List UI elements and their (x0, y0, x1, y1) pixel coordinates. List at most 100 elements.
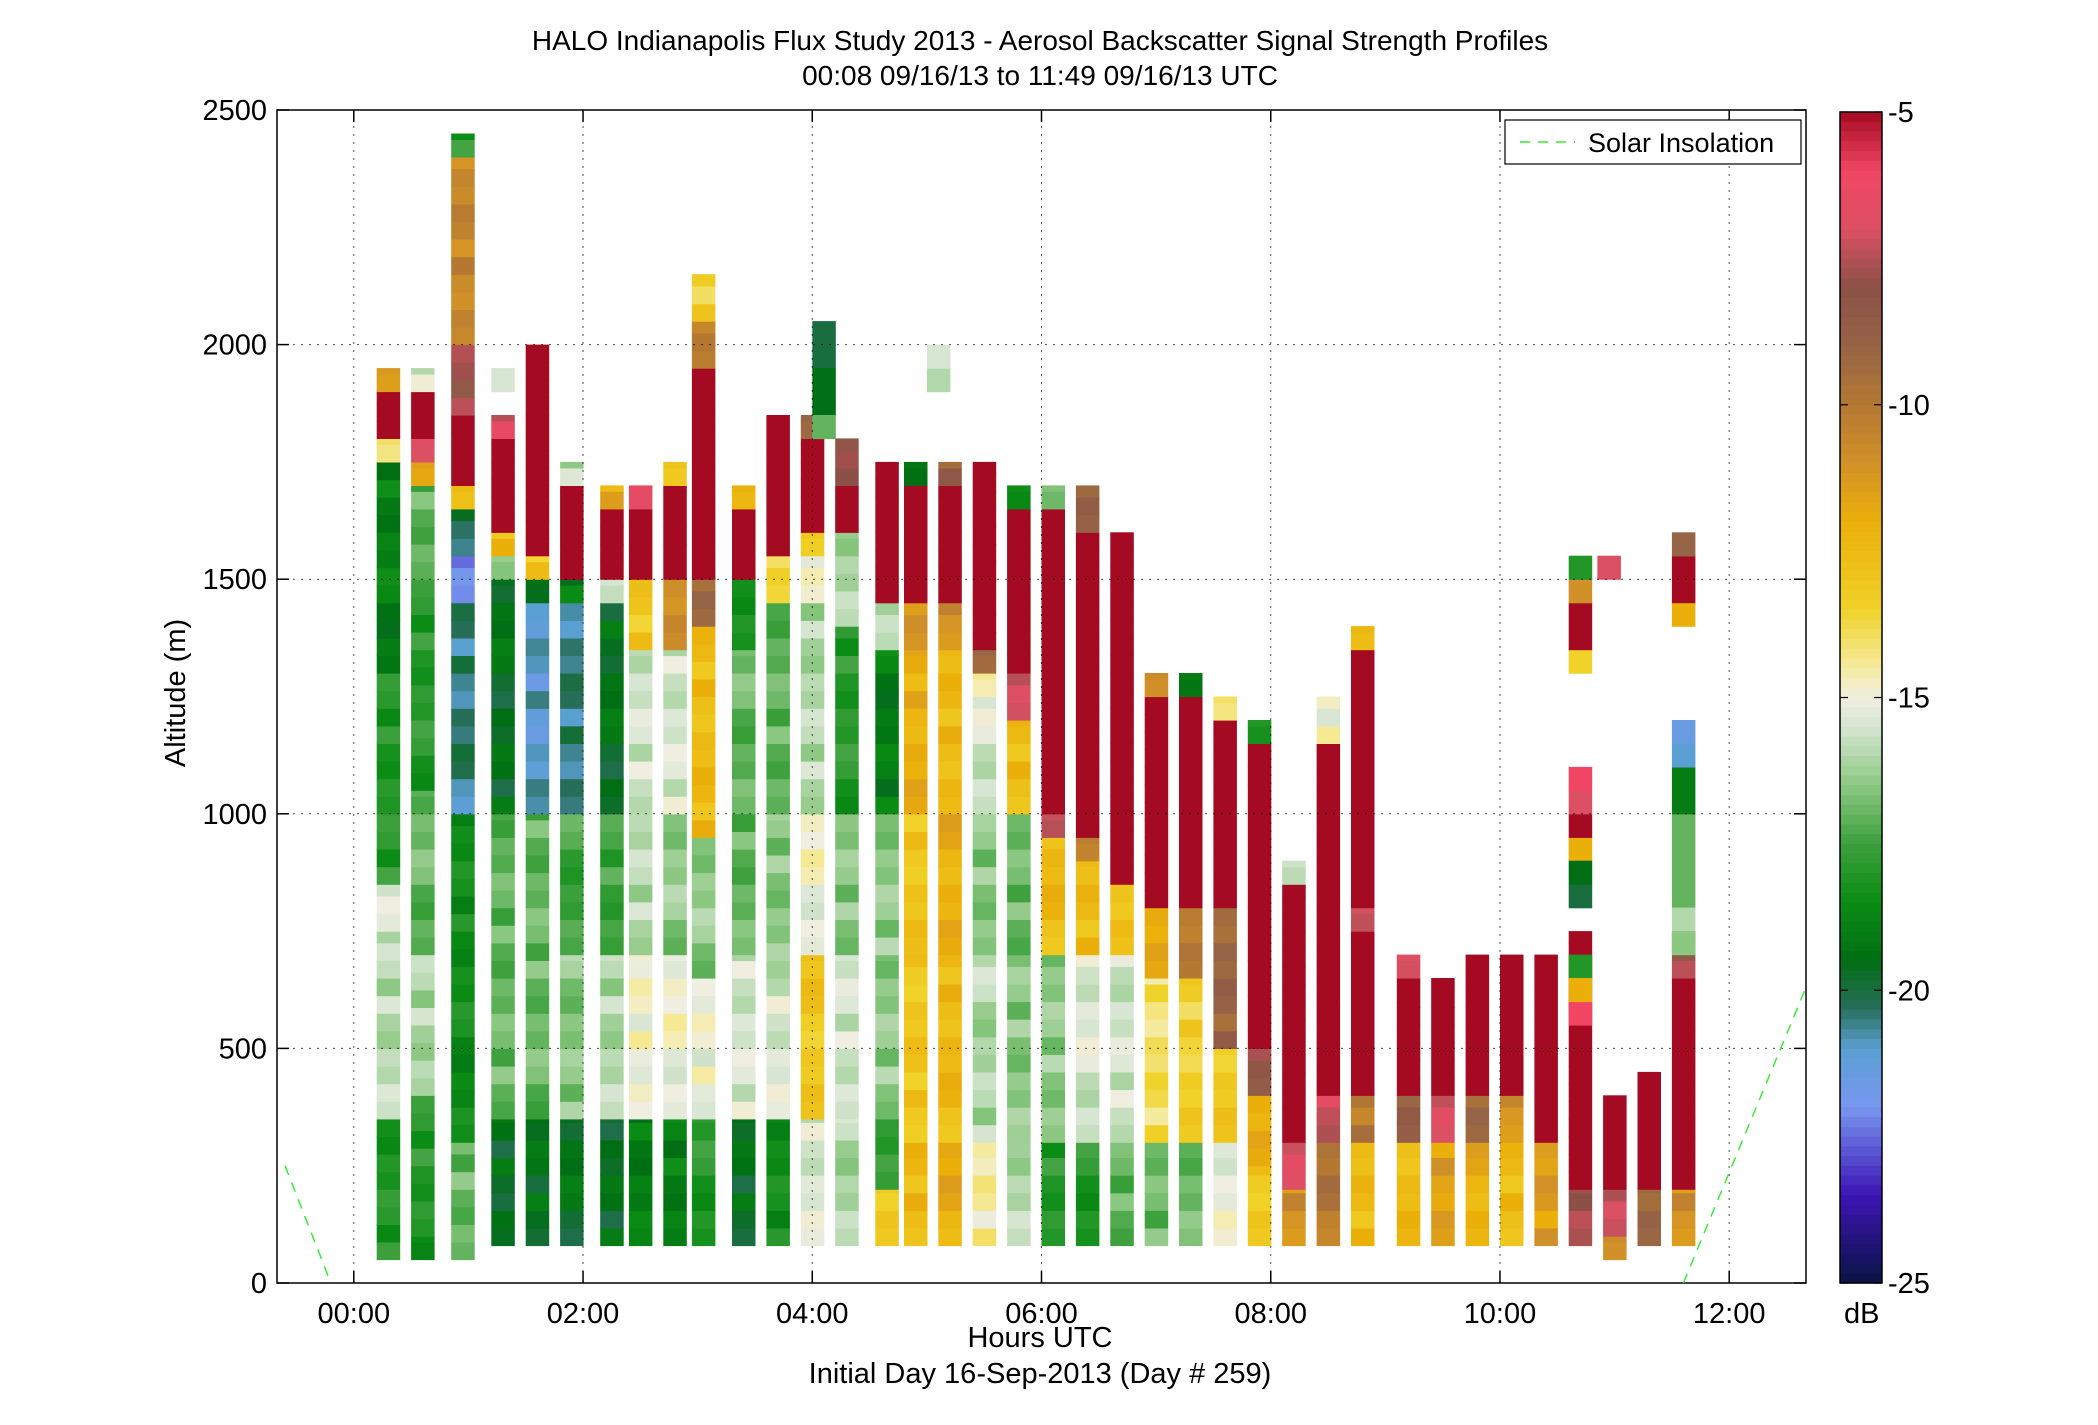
heatmap-cell (1144, 1157, 1169, 1176)
heatmap-cell (800, 602, 825, 621)
heatmap-cell (525, 1048, 550, 1067)
heatmap-cell (491, 925, 515, 944)
heatmap-cell (904, 520, 928, 539)
heatmap-cell (691, 1192, 716, 1211)
heatmap-cell (560, 461, 584, 469)
heatmap-cell (1213, 802, 1237, 821)
heatmap-cell (1396, 1107, 1421, 1126)
heatmap-cell (1041, 778, 1065, 797)
heatmap-cell (1213, 978, 1237, 997)
colorbar-tick-label: -15 (1888, 683, 1930, 715)
heatmap-cell (800, 444, 825, 463)
heatmap-cell (1396, 954, 1421, 962)
heatmap-cell (1213, 1107, 1237, 1126)
heatmap-cell (1247, 942, 1272, 961)
heatmap-cell (600, 1122, 624, 1141)
heatmap-cell (600, 544, 624, 563)
heatmap-cell (491, 872, 515, 891)
heatmap-cell (1110, 919, 1134, 938)
x-tick-label: 02:00 (547, 1298, 620, 1330)
heatmap-cell (972, 1210, 997, 1229)
heatmap-cell (904, 919, 928, 938)
heatmap-cell (491, 655, 515, 674)
heatmap-cell (628, 849, 653, 868)
heatmap-cell (875, 1066, 899, 1085)
heatmap-cell (451, 309, 475, 328)
colorbar-swatch (1840, 541, 1882, 552)
heatmap-cell (1431, 989, 1455, 1008)
heatmap-cell (800, 743, 825, 762)
heatmap-cell (1213, 1192, 1237, 1211)
heatmap-cell (766, 978, 790, 997)
heatmap-cell (1534, 954, 1558, 967)
heatmap-cell (766, 890, 790, 909)
colorbar-swatch (1840, 1087, 1882, 1099)
heatmap-cell (904, 614, 928, 633)
heatmap-cell (1247, 1175, 1272, 1194)
heatmap-cell (451, 567, 475, 586)
heatmap-cell (1041, 585, 1065, 604)
heatmap-cell (1396, 989, 1421, 1008)
heatmap-cell (600, 655, 624, 674)
heatmap-cell (1247, 960, 1272, 979)
heatmap-cell (600, 708, 624, 727)
heatmap-cell (904, 1054, 928, 1073)
heatmap-cell (1179, 854, 1203, 874)
heatmap-cell (525, 796, 550, 815)
heatmap-cell (451, 1107, 475, 1126)
heatmap-cell (1007, 1124, 1031, 1143)
heatmap-cell (525, 1210, 550, 1229)
heatmap-cell (732, 649, 756, 657)
heatmap-cell (451, 1071, 475, 1091)
heatmap-cell (451, 1171, 475, 1190)
colorbar-swatch (1840, 668, 1882, 679)
heatmap-cell (411, 1060, 435, 1079)
colorbar-swatch (1840, 1039, 1882, 1050)
heatmap-cell (663, 544, 687, 563)
legend-label-solar: Solar Insolation (1588, 128, 1774, 158)
heatmap-cell (451, 1224, 475, 1243)
heatmap-cell (1351, 1024, 1375, 1044)
heatmap-cell (1144, 1227, 1169, 1247)
heatmap-cell (628, 831, 653, 850)
heatmap-cell (663, 743, 687, 762)
heatmap-cell (835, 960, 859, 979)
heatmap-cell (1075, 714, 1100, 733)
heatmap-cell (1247, 720, 1272, 727)
heatmap-cell (766, 725, 790, 744)
heatmap-cell (875, 1083, 899, 1102)
heatmap-cell (600, 761, 624, 780)
heatmap-cell (525, 397, 550, 416)
heatmap-cell (732, 813, 756, 832)
heatmap-cell (691, 1013, 716, 1032)
heatmap-cell (411, 1241, 435, 1261)
heatmap-cell (1316, 696, 1341, 709)
heatmap-cell (766, 708, 790, 727)
heatmap-cell (1110, 567, 1134, 586)
heatmap-cell (800, 1066, 825, 1085)
heatmap-cell (560, 813, 584, 832)
heatmap-cell (628, 1066, 653, 1085)
heatmap-cell (451, 1054, 475, 1073)
heatmap-cell (451, 778, 475, 797)
heatmap-cell (1041, 1124, 1065, 1143)
colorbar-swatch (1840, 404, 1882, 416)
heatmap-cell (411, 937, 435, 956)
heatmap-cell (1671, 555, 1696, 604)
heatmap-cell (800, 960, 825, 979)
x-tick-label: 10:00 (1464, 1298, 1537, 1330)
heatmap-cell (800, 884, 825, 903)
heatmap-cell (1007, 508, 1031, 516)
heatmap-cell (628, 725, 653, 744)
heatmap-cell (1213, 731, 1237, 750)
y-tick-label: 1500 (202, 564, 267, 596)
heatmap-cell (1041, 602, 1065, 621)
heatmap-cell (732, 1101, 756, 1120)
heatmap-cell (691, 643, 716, 662)
heatmap-cell (938, 649, 962, 657)
heatmap-cell (1144, 1001, 1169, 1020)
heatmap-cell (1671, 1227, 1696, 1247)
heatmap-cell (800, 1122, 825, 1141)
heatmap-cell (800, 1083, 825, 1102)
heatmap-cell (451, 637, 475, 656)
